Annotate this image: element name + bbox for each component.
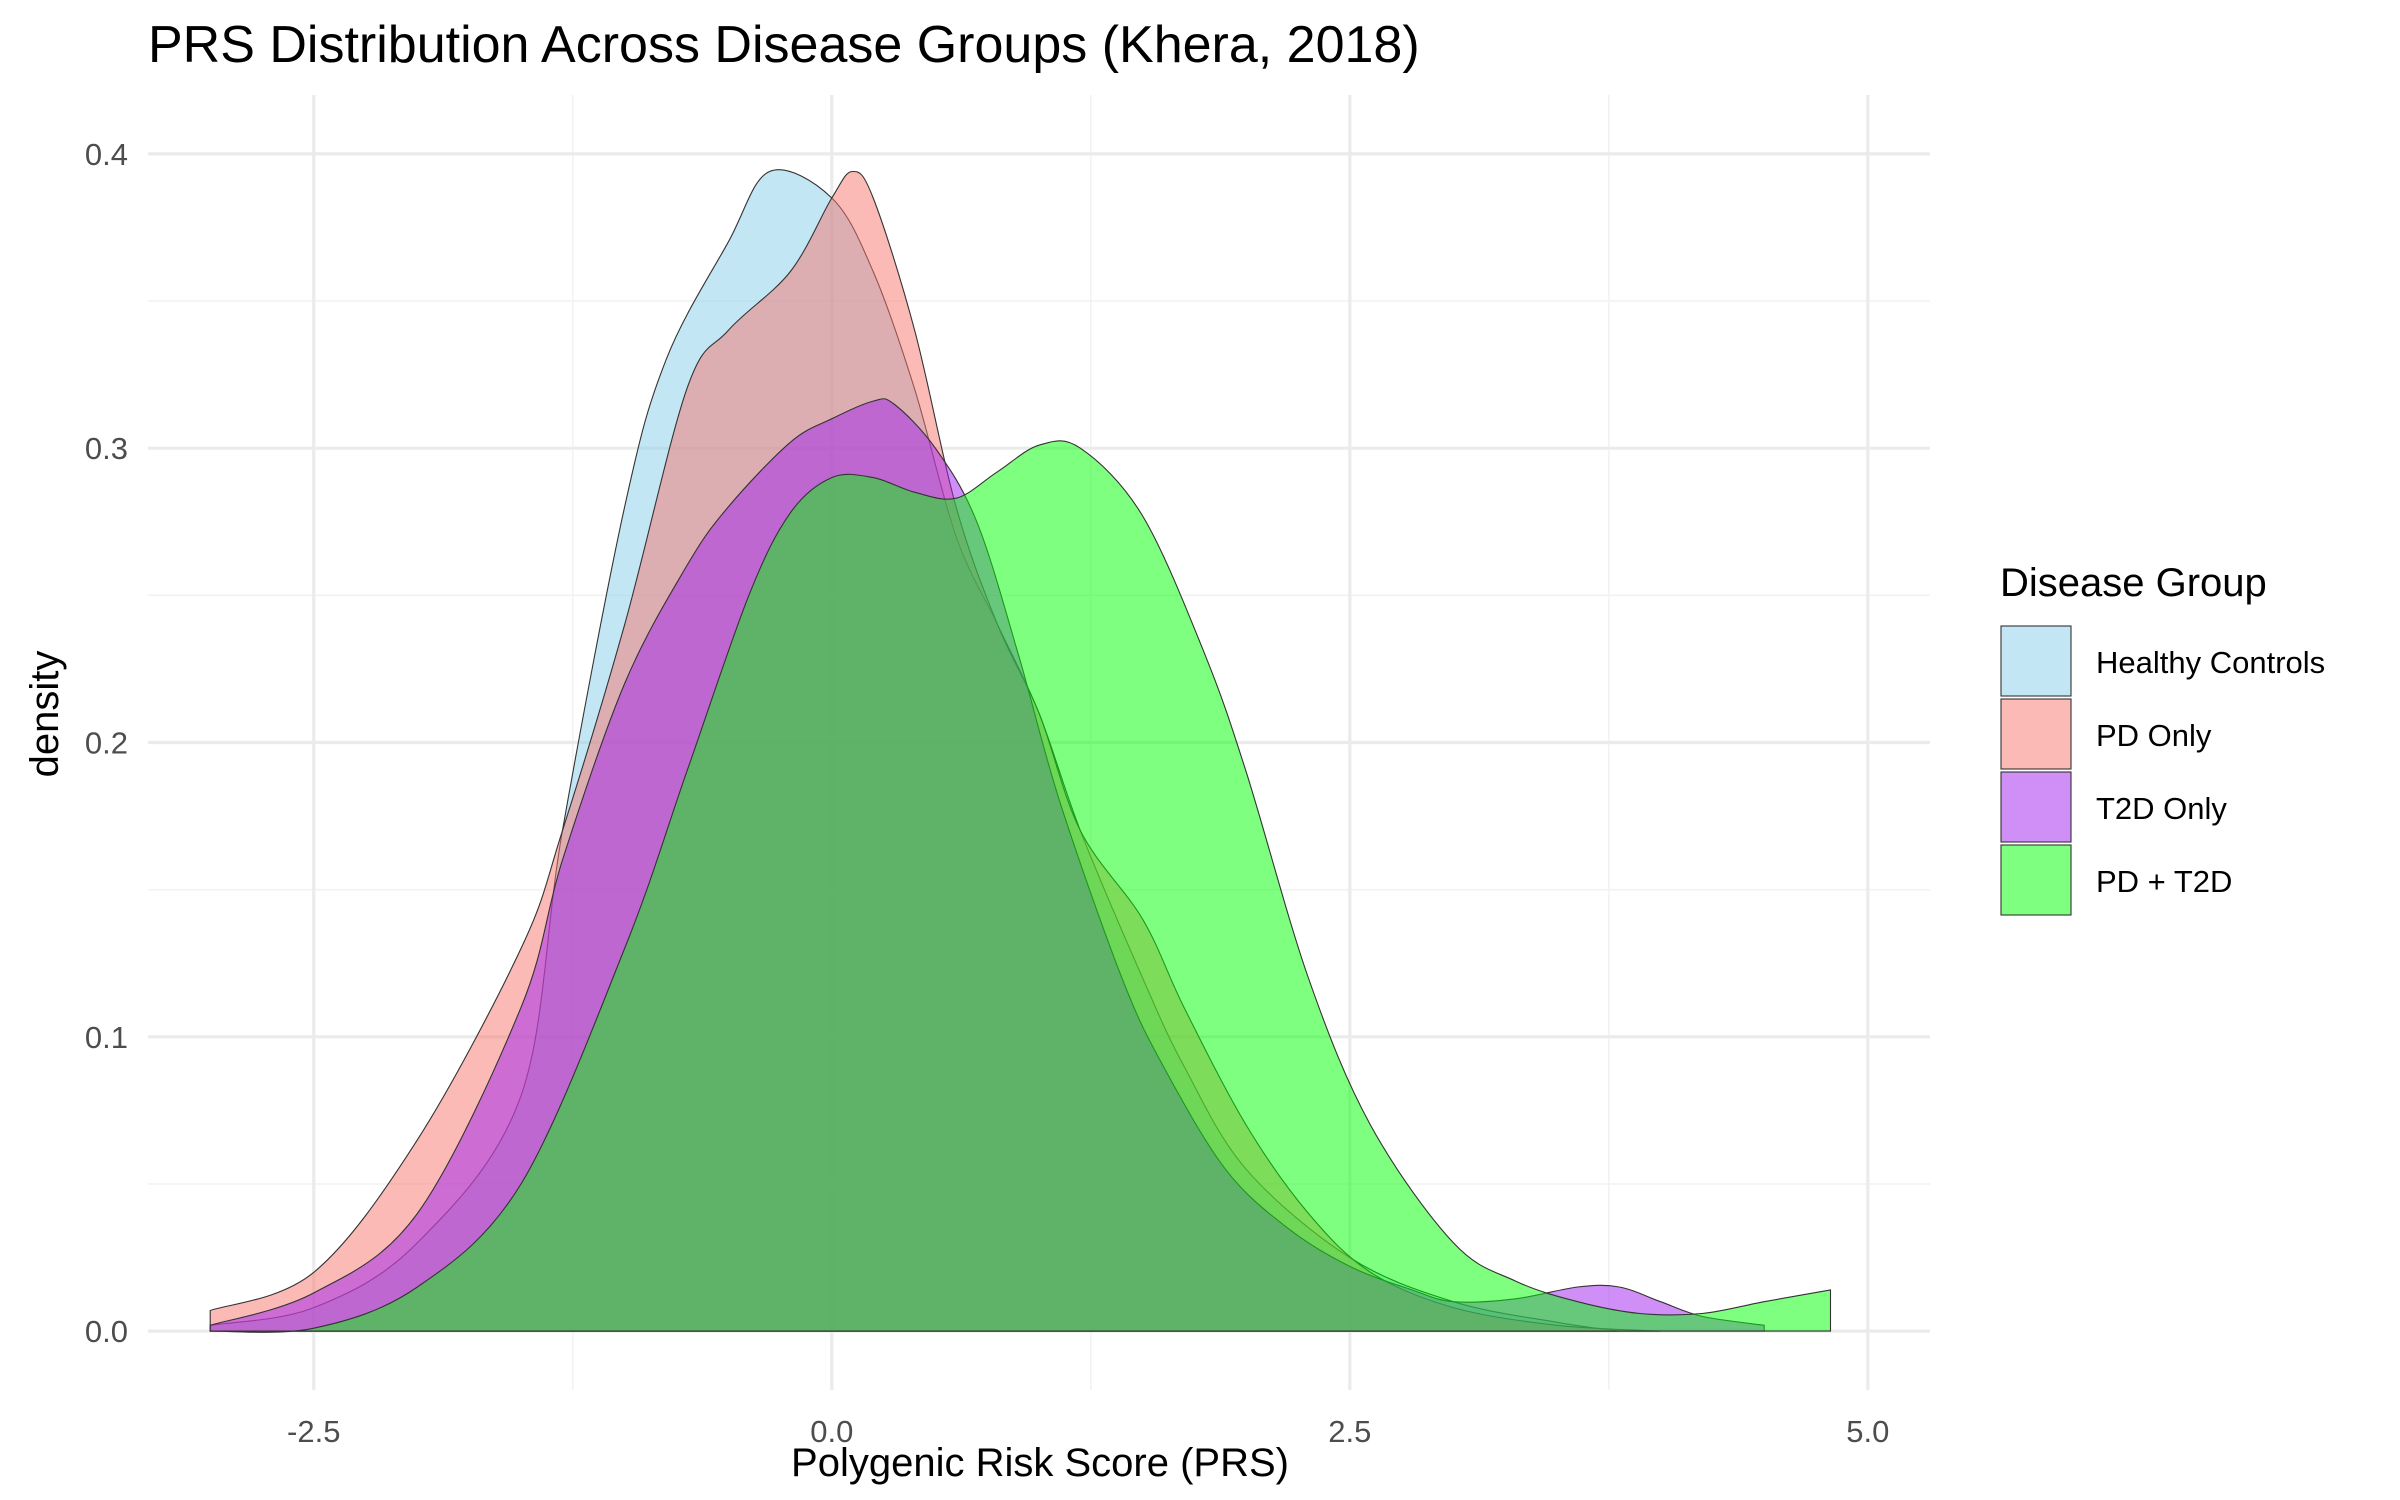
legend-item-t2d-only: T2D Only — [2000, 771, 2227, 843]
legend-item-pd-t2d: PD + T2D — [2000, 844, 2232, 916]
legend-title: Disease Group — [2000, 561, 2267, 605]
legend-swatch — [2000, 844, 2072, 916]
y-axis-ticks: 0.0 0.1 0.2 0.3 0.4 — [85, 137, 128, 1349]
legend-item-healthy-controls: Healthy Controls — [2000, 625, 2325, 697]
legend-label: T2D Only — [2096, 791, 2227, 826]
density-area-pd-t2d — [210, 440, 1832, 1333]
y-tick-label: 0.1 — [85, 1020, 128, 1055]
legend-swatch — [2000, 698, 2072, 770]
y-tick-label: 0.3 — [85, 431, 128, 466]
y-tick-label: 0.0 — [85, 1314, 128, 1349]
x-tick-label: 0.0 — [810, 1414, 853, 1449]
density-areas — [209, 169, 1832, 1333]
legend-items: Healthy Controls PD Only T2D Only PD + T2D — [2000, 625, 2325, 916]
legend-swatch — [2000, 625, 2072, 697]
y-axis-title: density — [23, 651, 67, 778]
x-tick-label: 5.0 — [1846, 1414, 1889, 1449]
y-tick-label: 0.2 — [85, 726, 128, 761]
legend-label: PD Only — [2096, 718, 2212, 753]
legend-swatch — [2000, 771, 2072, 843]
y-tick-label: 0.4 — [85, 137, 128, 172]
chart-title: PRS Distribution Across Disease Groups (… — [148, 16, 1420, 74]
legend-item-pd-only: PD Only — [2000, 698, 2212, 770]
legend-label: PD + T2D — [2096, 864, 2232, 899]
x-axis-title: Polygenic Risk Score (PRS) — [791, 1441, 1289, 1485]
legend: Disease Group Healthy Controls PD Only T2D… — [2000, 561, 2325, 916]
x-axis-ticks: -2.5 0.0 2.5 5.0 — [287, 1414, 1889, 1449]
legend-label: Healthy Controls — [2096, 645, 2325, 680]
x-tick-label: 2.5 — [1328, 1414, 1371, 1449]
x-tick-label: -2.5 — [287, 1414, 340, 1449]
